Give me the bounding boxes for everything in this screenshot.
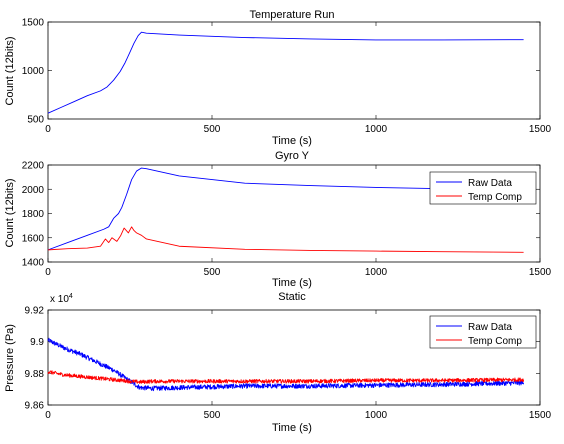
y-tick-label: 9.92: [25, 306, 45, 317]
y-axis-label: Pressure (Pa): [4, 324, 16, 392]
legend-label-temp-comp: Temp Comp: [468, 336, 522, 347]
chart-gyro-y: Gyro Y 1400 1600 1800 2000 2200 0 500 1000 1500…: [4, 150, 552, 289]
x-tick-label: 500: [204, 124, 221, 135]
plot-area: [47, 21, 541, 120]
y-tick-label: 2200: [22, 161, 45, 172]
y-tick-label: 1800: [22, 209, 45, 220]
y-tick-label: 1400: [22, 258, 45, 269]
x-tick-label: 1500: [529, 267, 552, 278]
series-line-temp-comp: [47, 226, 524, 253]
y-tick-label: 1500: [22, 18, 45, 29]
x-axis-label: Time (s): [272, 422, 312, 434]
legend: Raw Data Temp Comp: [429, 171, 537, 205]
series-line-raw-data: [47, 167, 524, 251]
legend-box: [429, 171, 537, 205]
x-tick-label: 1000: [365, 124, 388, 135]
series-line-temp-comp: [47, 370, 525, 384]
x-tick-label: 0: [45, 267, 51, 278]
x-tick-label: 1500: [529, 410, 552, 421]
y-axis-label: Count (12bits): [4, 178, 16, 247]
y-tick-label: 9.86: [25, 401, 45, 412]
legend-label-temp-comp: Temp Comp: [468, 192, 522, 203]
x-tick-label: 500: [204, 267, 221, 278]
legend-box: [429, 315, 537, 349]
y-tick-label: 500: [27, 115, 44, 126]
legend: Raw Data Temp Comp: [429, 315, 537, 349]
x-tick-label: 0: [45, 410, 51, 421]
x-tick-label: 0: [45, 124, 51, 135]
y-tick-label: 9.88: [25, 369, 45, 380]
series-line-trace-0: [47, 31, 524, 114]
x-tick-label: 500: [204, 410, 221, 421]
chart-title: Gyro Y: [275, 150, 310, 162]
y-tick-label: 9.9: [30, 337, 44, 348]
y-tick-label: 2000: [22, 185, 45, 196]
x-tick-label: 1000: [365, 267, 388, 278]
chart-title: Temperature Run: [250, 9, 335, 21]
y-axis-label: Count (12bits): [4, 36, 16, 105]
x-tick-label: 1000: [365, 410, 388, 421]
y-tick-label: 1600: [22, 233, 45, 244]
x-axis-label: Time (s): [272, 135, 312, 147]
x-tick-label: 1500: [529, 124, 552, 135]
legend-label-raw-data: Raw Data: [468, 322, 512, 333]
y-tick-label: 1000: [22, 66, 45, 77]
chart-static: Static x 104 9.86 9.88 9.9 9.92 0 500 1000 150…: [4, 291, 552, 434]
y-scale-factor: x 104: [50, 293, 73, 305]
x-axis-label: Time (s): [272, 277, 312, 289]
chart-title: Static: [278, 291, 306, 303]
legend-label-raw-data: Raw Data: [468, 178, 512, 189]
